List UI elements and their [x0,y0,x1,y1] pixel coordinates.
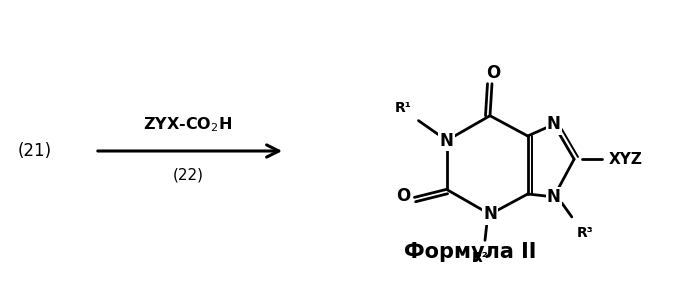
Text: N: N [440,132,454,150]
Text: N: N [547,188,561,206]
Text: R¹: R¹ [395,101,412,115]
Text: N: N [547,115,561,133]
Text: (22): (22) [172,168,204,183]
Text: O: O [486,64,500,82]
Text: O: O [396,187,411,205]
Text: R²: R² [472,251,489,265]
Text: R³: R³ [576,226,593,240]
Text: ZYX-CO$_2$H: ZYX-CO$_2$H [144,115,232,134]
Text: XYZ: XYZ [609,152,643,167]
Text: Формула II: Формула II [404,242,536,262]
Text: (21): (21) [18,142,52,160]
Text: N: N [483,205,497,223]
